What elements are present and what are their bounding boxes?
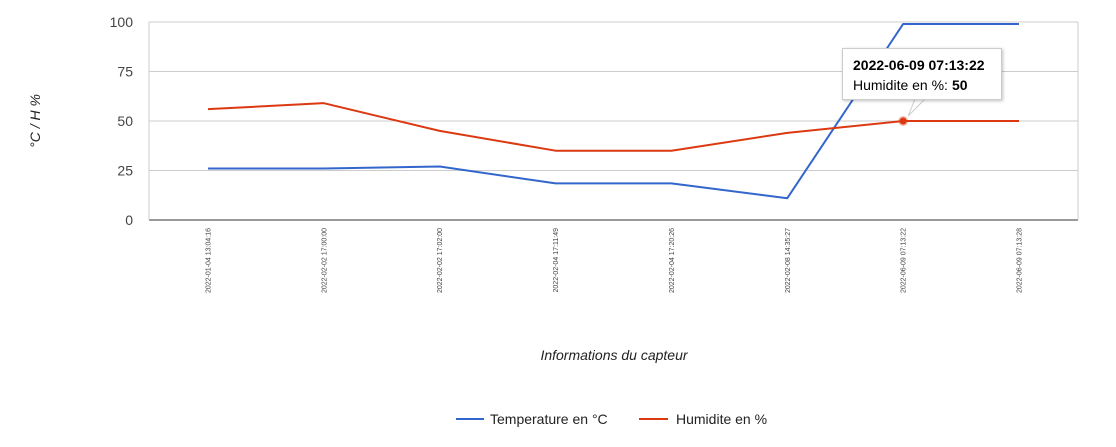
highlighted-point [898, 98, 927, 126]
y-tick-label: 75 [117, 64, 133, 80]
y-axis-title: °C / H % [27, 94, 43, 148]
x-tick-label: 2022-02-08 14:35:27 [785, 228, 792, 293]
tooltip-value: 50 [951, 77, 968, 93]
tooltip-title: 2022-06-09 07:13:22 [853, 57, 985, 73]
y-tick-label: 0 [125, 212, 133, 228]
gridlines [148, 21, 1079, 221]
data-tooltip: 2022-06-09 07:13:22 Humidite en %: 50 [842, 48, 1002, 100]
y-tick-label: 50 [117, 113, 133, 129]
legend: Temperature en °C Humidite en % [456, 411, 767, 427]
y-tick-label: 25 [117, 163, 133, 179]
legend-label-2: Humidite en % [676, 411, 767, 427]
tooltip-label: Humidite en %: [853, 77, 948, 93]
highlighted-data-point[interactable] [899, 117, 907, 125]
x-tick-label: 2022-02-02 17:02:00 [437, 228, 444, 293]
x-tick-label: 2022-01-04 13:04:16 [206, 228, 213, 293]
x-tick-label: 2022-02-04 17:20:26 [669, 228, 676, 293]
tooltip-body: Humidite en %: 50 [853, 77, 991, 93]
x-tick-label: 2022-02-02 17:00:00 [321, 228, 328, 293]
x-axis-ticks: 2022-01-04 13:04:16 2022-02-02 17:00:00 20… [206, 228, 1024, 293]
series-line-2 [207, 102, 1019, 152]
y-axis-ticks: 0 25 50 75 100 [110, 14, 134, 228]
x-tick-label: 2022-02-04 17:11:49 [553, 228, 560, 293]
x-tick-label: 2022-06-09 07:13:22 [901, 228, 908, 293]
legend-label-1: Temperature en °C [490, 411, 608, 427]
x-axis-title: Informations du capteur [540, 347, 688, 363]
y-tick-label: 100 [110, 14, 134, 30]
tooltip-pointer [907, 98, 927, 117]
x-tick-label: 2022-06-09 07:13:28 [1017, 228, 1024, 293]
